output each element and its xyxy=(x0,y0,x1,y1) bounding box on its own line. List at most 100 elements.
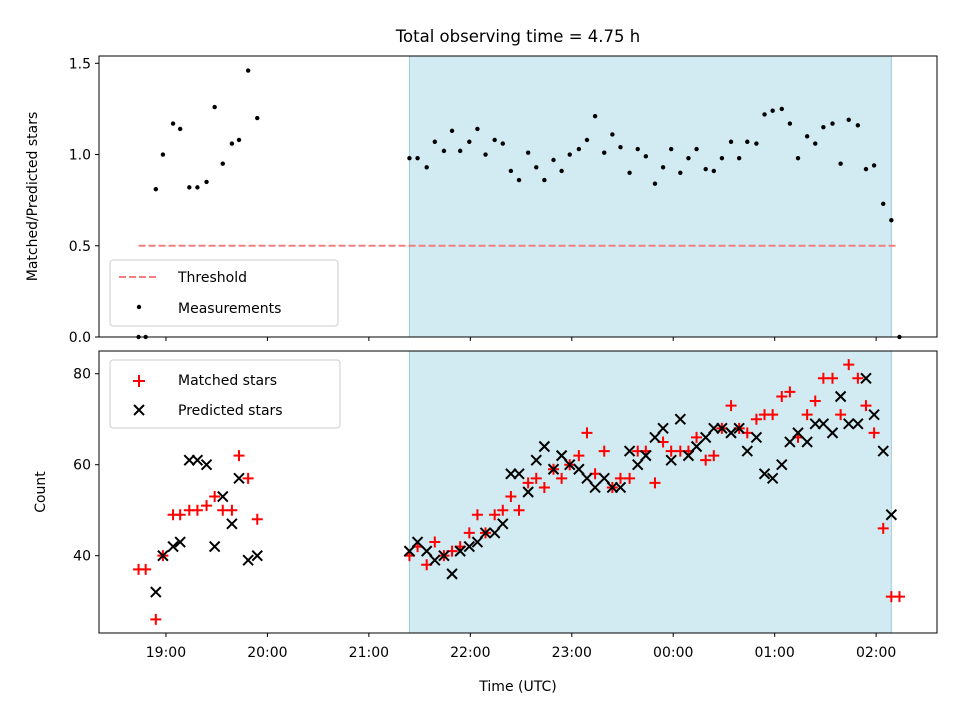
measurement-point xyxy=(584,137,590,143)
measurement-point xyxy=(551,157,556,163)
predicted-stars-point xyxy=(429,554,441,566)
predicted-stars-point xyxy=(750,431,763,444)
chart-title: Total observing time = 4.75 h xyxy=(395,27,640,46)
measurement-point xyxy=(177,126,183,132)
matched-stars-point xyxy=(893,591,905,603)
measurement-point xyxy=(694,146,699,152)
predicted-stars-point xyxy=(174,536,186,548)
y-tick-label: 1.0 xyxy=(69,148,91,164)
matched-stars-point xyxy=(201,500,213,512)
x-tick-label: 19:00 xyxy=(146,645,186,661)
measurement-point xyxy=(678,170,683,175)
predicted-stars-point xyxy=(581,472,593,485)
measurement-point xyxy=(534,165,539,170)
measurement-point xyxy=(711,168,717,174)
measurement-point xyxy=(795,155,801,161)
matched-stars-point xyxy=(691,431,703,443)
x-tick-label: 23:00 xyxy=(552,645,592,661)
predicted-stars-point xyxy=(741,445,753,457)
matched-stars-point xyxy=(463,527,475,539)
predicted-stars-point xyxy=(708,422,720,435)
measurement-point xyxy=(212,104,217,110)
measurement-point xyxy=(245,68,251,73)
matched-stars-point xyxy=(877,522,889,534)
bottom-legend-box xyxy=(109,359,341,429)
matched-stars-point xyxy=(556,472,568,484)
matched-stars-point xyxy=(191,504,203,516)
matched-stars-point xyxy=(497,504,509,516)
predicted-stars-point xyxy=(589,481,601,494)
predicted-stars-point xyxy=(463,540,476,553)
matched-stars-point xyxy=(827,372,839,384)
predicted-stars-point xyxy=(226,518,238,530)
matched-stars-point xyxy=(852,372,864,384)
measurement-point xyxy=(415,155,420,161)
bottom-x-ticks: 19:00 20:00 21:00 22:00 23:00 00:00 01:00 02:00 xyxy=(146,633,896,661)
measurement-point xyxy=(787,121,793,126)
measurement-point xyxy=(618,145,623,150)
predicted-stars-point xyxy=(826,427,839,439)
predicted-stars-point xyxy=(233,472,245,485)
measurement-point xyxy=(686,155,691,161)
predicted-stars-point xyxy=(657,422,669,435)
bottom-shaded-interval xyxy=(408,350,892,634)
matched-stars-point xyxy=(538,481,550,493)
measurement-point xyxy=(863,166,869,172)
predicted-stars-point xyxy=(200,459,213,471)
y-tick-label: 80 xyxy=(73,367,91,383)
predicted-stars-point xyxy=(792,427,804,439)
legend-measurements-label: Measurements xyxy=(178,301,281,317)
matched-stars-point xyxy=(505,491,517,503)
measurement-point xyxy=(195,185,200,190)
predicted-stars-point xyxy=(690,440,703,453)
measurement-point xyxy=(559,168,564,174)
predicted-stars-point xyxy=(438,549,450,562)
measurement-point xyxy=(660,165,666,170)
predicted-stars-point xyxy=(674,413,687,425)
measurement-point xyxy=(813,141,818,146)
measurement-point xyxy=(610,132,615,137)
matched-stars-point xyxy=(767,409,779,421)
top-legend-box xyxy=(109,259,339,327)
predicted-stars-point xyxy=(877,445,889,457)
measurement-point xyxy=(846,117,851,123)
measurement-point xyxy=(170,121,176,126)
matched-stars-point xyxy=(226,504,238,516)
legend-predicted-label: Predicted stars xyxy=(178,403,283,419)
x-tick-label: 02:00 xyxy=(856,645,896,661)
measurement-point xyxy=(889,218,894,223)
predicted-stars-point xyxy=(852,418,864,430)
measurement-point xyxy=(821,124,826,130)
matched-stars-point xyxy=(573,450,585,462)
matched-stars-point xyxy=(209,491,221,503)
measurement-point xyxy=(449,128,455,134)
predicted-stars-point xyxy=(860,372,872,384)
predicted-stars-point xyxy=(513,468,525,480)
predicted-stars-point xyxy=(623,445,636,457)
measurement-point xyxy=(736,155,742,161)
measurement-point xyxy=(255,115,260,121)
y-tick-label: 0.5 xyxy=(69,239,91,255)
measurement-point xyxy=(432,139,438,144)
matched-stars-point xyxy=(624,472,636,484)
top-legend: Threshold Measurements xyxy=(109,259,339,327)
measurement-point xyxy=(754,141,759,146)
measurement-point xyxy=(153,187,159,192)
y-tick-label: 40 xyxy=(73,549,91,565)
measurement-point xyxy=(627,170,632,175)
predicted-stars-point xyxy=(725,427,737,439)
predicted-stars-point xyxy=(505,468,517,480)
predicted-stars-point xyxy=(716,422,728,435)
matched-stars-point xyxy=(809,395,821,407)
predicted-stars-point xyxy=(208,540,221,553)
matched-stars-point xyxy=(868,427,880,439)
measurement-point xyxy=(508,168,514,174)
legend-matched-label: Matched stars xyxy=(178,373,277,389)
y-tick-label: 1.5 xyxy=(69,56,91,72)
predicted-stars-point xyxy=(157,549,169,562)
predicted-stars-point xyxy=(784,436,796,448)
predicted-stars-point xyxy=(217,490,229,503)
top-panel-frame xyxy=(98,55,938,338)
predicted-stars-point xyxy=(471,536,484,548)
measurement-point xyxy=(229,141,235,146)
